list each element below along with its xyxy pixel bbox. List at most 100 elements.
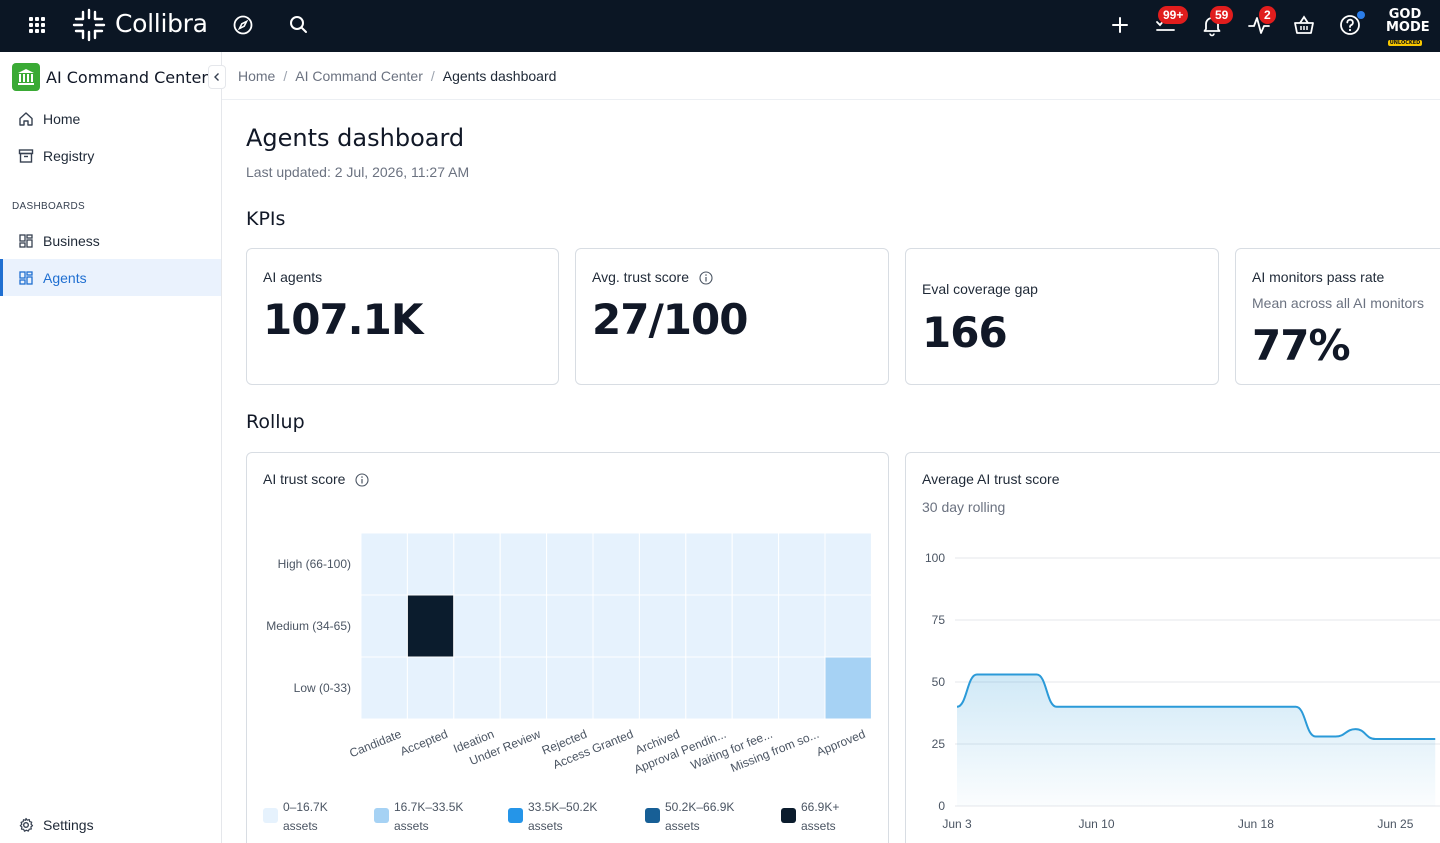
legend-swatch [263, 808, 278, 823]
heatmap-title: AI trust score [263, 471, 346, 487]
page-title: Agents dashboard [246, 124, 465, 152]
legend-label: 50.2K–66.9K assets [665, 798, 734, 836]
legend-label: 33.5K–50.2K assets [528, 798, 597, 836]
collapse-sidebar-button[interactable] [208, 65, 226, 89]
sidebar-item-label: Registry [43, 147, 95, 164]
activity-badge: 2 [1259, 6, 1276, 24]
kpis-heading: KPIs [246, 208, 286, 230]
heatmap-cell [824, 532, 872, 596]
breadcrumb-home-link[interactable]: Home [238, 68, 276, 84]
heatmap-title-row: AI trust score [263, 471, 369, 487]
dashboard-icon [19, 233, 33, 248]
kpi-label: AI agents [263, 269, 323, 285]
rollup-heading: Rollup [246, 411, 305, 433]
series-area [957, 674, 1436, 806]
breadcrumb-ai-command-center-link[interactable]: AI Command Center [295, 68, 423, 84]
info-icon[interactable] [699, 271, 713, 285]
x-tick-label: Approved [814, 727, 867, 759]
heatmap-cell [546, 594, 594, 658]
heatmap-cell [685, 594, 733, 658]
dashboard-icon [19, 270, 33, 285]
heatmap-cell [685, 532, 733, 596]
sidebar-item-label: Settings [43, 816, 94, 833]
search-icon[interactable] [287, 13, 311, 37]
legend-unit: assets [283, 819, 318, 833]
kpi-value: 27/100 [592, 295, 748, 344]
x-tick-label: Jun 10 [1078, 817, 1114, 831]
activity-pulse-icon[interactable] [1247, 13, 1271, 37]
heatmap-cell [592, 656, 640, 720]
legend-range: 33.5K–50.2K [528, 800, 598, 814]
breadcrumb-divider [222, 99, 1440, 100]
y-tick-label: High (66-100) [278, 557, 351, 571]
dashboards-section-label: DASHBOARDS [12, 201, 86, 212]
help-dot-indicator [1357, 11, 1365, 19]
sidebar-item-settings[interactable]: Settings [0, 806, 221, 843]
legend-swatch [645, 808, 660, 823]
legend-swatch [374, 808, 389, 823]
last-updated: Last updated: 2 Jul, 2026, 11:27 AM [246, 164, 470, 180]
sidebar-item-home[interactable]: Home [0, 100, 221, 137]
bank-icon [12, 63, 40, 91]
kpi-value: 77% [1252, 321, 1351, 370]
heatmap-cell [453, 656, 501, 720]
heatmap-cell [546, 656, 594, 720]
kpi-card-ai-agents: AI agents 107.1K [246, 248, 559, 385]
apps-grid-icon[interactable] [26, 14, 48, 36]
collibra-logo-icon[interactable] [72, 8, 106, 42]
kpi-label-row: Avg. trust score [592, 269, 713, 285]
home-icon [19, 111, 33, 126]
notifications-badge: 59 [1210, 6, 1234, 24]
heatmap-cell [546, 532, 594, 596]
heatmap-cell [778, 656, 826, 720]
sidebar-item-label: Home [43, 110, 81, 127]
legend-label: 66.9K+ assets [801, 798, 839, 836]
sidebar-item-registry[interactable]: Registry [0, 137, 221, 174]
sidebar-item-label: Business [43, 232, 100, 249]
heatmap-cell [638, 594, 687, 658]
y-tick-label: 100 [925, 551, 945, 565]
trust-score-heatmap: High (66-100) Medium (34-65) Low (0-33) Can… [266, 532, 872, 777]
legend-swatch [508, 808, 523, 823]
legend-label: 16.7K–33.5K assets [394, 798, 463, 836]
sidebar-item-business[interactable]: Business [0, 222, 221, 259]
kpi-value: 166 [922, 308, 1008, 357]
brand-name[interactable]: Collibra [115, 9, 208, 38]
breadcrumb-current: Agents dashboard [442, 68, 557, 84]
x-tick-label: Accepted [398, 727, 450, 759]
kpi-card-monitors-pass-rate: AI monitors pass rate Mean across all AI… [1235, 248, 1440, 385]
legend-range: 16.7K–33.5K [394, 800, 464, 814]
line-chart-subtitle: 30 day rolling [922, 499, 1006, 515]
heatmap-cell [453, 594, 501, 658]
heatmap-cell [499, 532, 548, 596]
y-tick-label: 75 [932, 613, 946, 627]
heatmap-cell [731, 532, 780, 596]
help-icon[interactable] [1338, 13, 1362, 37]
kpi-card-eval-coverage-gap: Eval coverage gap 166 [905, 248, 1219, 385]
y-tick-label: 50 [932, 675, 946, 689]
heatmap-cell [360, 532, 408, 596]
heatmap-cell [731, 656, 780, 720]
user-avatar[interactable]: GOD MODE UNLOCKED [1386, 7, 1430, 46]
legend-range: 66.9K+ [801, 800, 840, 814]
heatmap-cell [592, 594, 640, 658]
legend-swatch [781, 808, 796, 823]
heatmap-cell [638, 532, 687, 596]
x-tick-label: Candidate [347, 727, 403, 761]
compass-icon[interactable] [231, 13, 255, 37]
info-icon[interactable] [355, 473, 369, 487]
heatmap-cell [499, 656, 548, 720]
legend-range: 50.2K–66.9K [665, 800, 735, 814]
kpi-card-trust-score: Avg. trust score 27/100 [575, 248, 889, 385]
heatmap-cell [824, 594, 872, 658]
sidebar-item-agents[interactable]: Agents [0, 259, 221, 296]
heatmap-cell [406, 532, 455, 596]
y-tick-label: Medium (34-65) [266, 619, 351, 633]
x-tick-label: Jun 25 [1377, 817, 1413, 831]
legend-unit: assets [394, 819, 429, 833]
gear-icon [19, 817, 34, 832]
plus-icon[interactable] [1108, 13, 1132, 37]
avg-trust-score-line-chart: 100 75 50 25 0 Jun 3 Jun 10 Jun 18 Jun 25 [925, 551, 1440, 831]
basket-icon[interactable] [1292, 13, 1316, 37]
app-title[interactable]: AI Command Center [12, 62, 208, 92]
